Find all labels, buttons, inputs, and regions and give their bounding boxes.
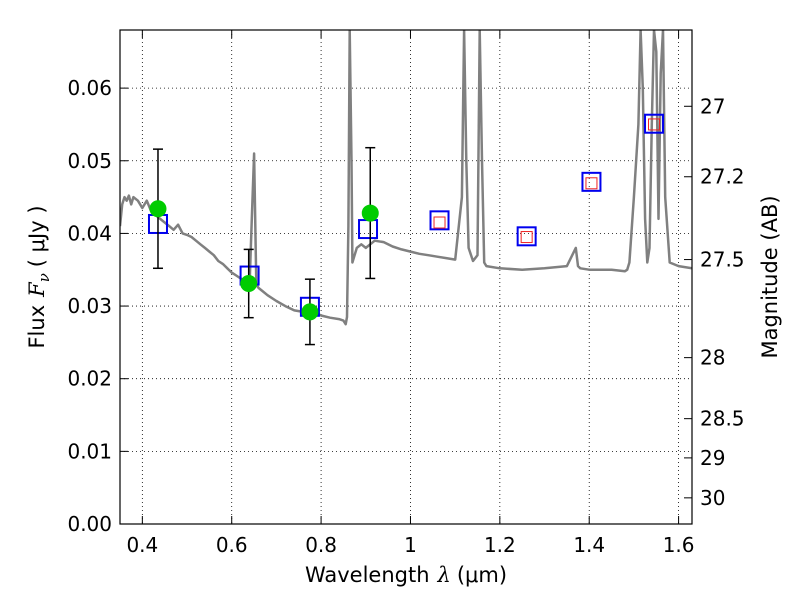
y2-axis-label: Magnitude (AB) [758, 195, 782, 358]
model-spectrum [120, 30, 692, 326]
model-photometry-square [581, 171, 602, 192]
y-axis-label: FluxFν( μJy ) [25, 205, 53, 348]
x-tick-label: 0.6 [216, 533, 248, 557]
predicted-square [585, 177, 598, 190]
x-tick-label: 0.4 [126, 533, 158, 557]
y2-tick-label: 27.2 [700, 165, 745, 189]
y-tick-label: 0.06 [67, 76, 112, 100]
y2-tick-label: 29 [700, 446, 725, 470]
spectrum-line [120, 30, 692, 326]
observed-point [301, 303, 319, 321]
x-axis-label: Wavelength λ (μm) [305, 563, 507, 587]
predicted-square [648, 118, 661, 131]
y2-tick-label: 27.5 [700, 248, 745, 272]
model-photometry-square [644, 113, 665, 134]
y-tick-label: 0.00 [67, 512, 112, 536]
y-tick-label: 0.04 [67, 221, 112, 245]
model-photometry-square [429, 210, 450, 231]
predicted-square [433, 216, 446, 229]
observed-point [149, 200, 167, 218]
plot-frame [119, 29, 693, 525]
observed-point [361, 204, 379, 222]
predicted-square [520, 231, 533, 244]
y2-tick-label: 28 [700, 346, 725, 370]
x-tick-label: 1 [404, 533, 417, 557]
model-photometry-square [516, 226, 537, 247]
y-tick-label: 0.05 [67, 149, 112, 173]
data-marks [147, 113, 665, 346]
observed-point [240, 275, 258, 293]
y2-tick-label: 30 [700, 486, 725, 510]
y-tick-label: 0.02 [67, 367, 112, 391]
x-tick-label: 1.4 [573, 533, 605, 557]
plot-area [120, 30, 692, 524]
y-tick-label: 0.01 [67, 439, 112, 463]
y2-tick-label: 28.5 [700, 407, 745, 431]
x-tick-label: 1.2 [484, 533, 516, 557]
axis-ticks: 0.4 0.6 0.8 1 1.2 1.4 1.6 0.00 0.01 0.02 0.03 0.04 0… [67, 30, 745, 557]
x-tick-label: 0.8 [305, 533, 337, 557]
y2-tick-label: 27 [700, 94, 725, 118]
x-tick-label: 1.6 [663, 533, 695, 557]
y-tick-label: 0.03 [67, 294, 112, 318]
